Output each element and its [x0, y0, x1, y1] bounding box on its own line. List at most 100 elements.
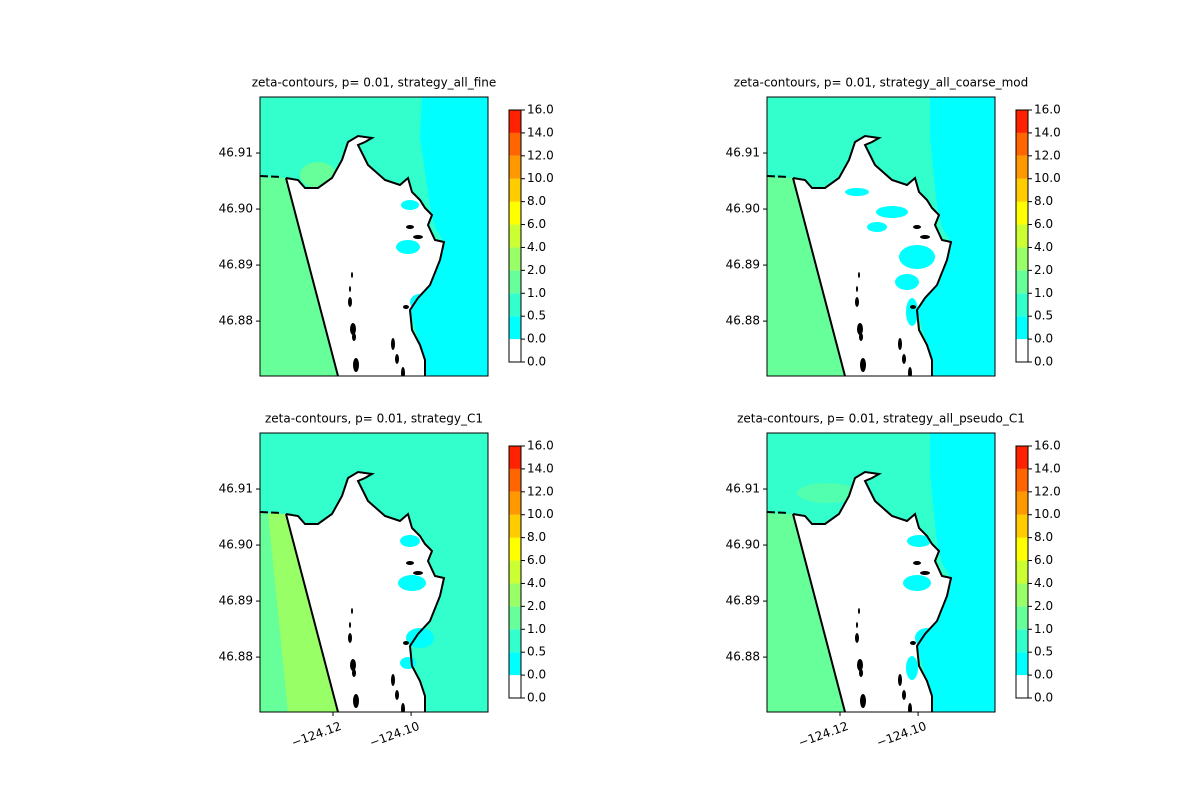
- colorbar-band: [509, 293, 521, 317]
- colorbar-band: [509, 446, 521, 469]
- island: [859, 669, 863, 677]
- colorbar-band: [1016, 339, 1028, 362]
- island: [403, 641, 409, 645]
- water-patch: [903, 575, 931, 591]
- colorbar-band: [509, 491, 521, 515]
- water-patch: [906, 656, 918, 680]
- island: [406, 561, 414, 565]
- colorbar-tick-label: 8.0: [527, 530, 546, 544]
- colorbar-tick-label: 6.0: [527, 217, 546, 231]
- subplot-title: zeta-contours, p= 0.01, strategy_all_coa…: [734, 76, 1029, 90]
- colorbar-tick-label: 0.0: [1034, 668, 1053, 682]
- island: [348, 633, 352, 643]
- colorbar-tick-label: 8.0: [1034, 194, 1053, 208]
- island: [395, 690, 399, 700]
- subplot-title: zeta-contours, p= 0.01, strategy_all_fin…: [252, 76, 497, 90]
- island: [855, 633, 859, 643]
- colorbar-tick-label: 6.0: [1034, 217, 1053, 231]
- land: [793, 472, 951, 712]
- island: [902, 354, 906, 364]
- y-tick-label: 46.91: [219, 146, 253, 160]
- colorbar-band: [509, 560, 521, 584]
- colorbar-tick-label: 1.0: [527, 622, 546, 636]
- water-left: [767, 177, 845, 376]
- colorbar-band: [1016, 652, 1028, 676]
- colorbar-frame: [508, 109, 522, 363]
- y-tick-label: 46.91: [726, 482, 760, 496]
- island: [860, 358, 866, 372]
- island: [910, 641, 916, 645]
- island: [349, 622, 351, 628]
- island: [391, 674, 395, 686]
- island: [908, 703, 912, 712]
- colorbar-band: [509, 583, 521, 607]
- water-far-left: [260, 513, 288, 712]
- colorbar-tick-label: 0.0: [1034, 332, 1053, 346]
- colorbar-band: [1016, 270, 1028, 294]
- colorbar-tick-label: 16.0: [1034, 439, 1061, 453]
- colorbar-tick-label: 16.0: [527, 103, 554, 117]
- island: [406, 225, 414, 229]
- colorbar-tick-label: 4.0: [1034, 240, 1053, 254]
- colorbar-band: [1016, 583, 1028, 607]
- island: [348, 297, 352, 307]
- colorbar-frame: [508, 445, 522, 699]
- y-tick-label: 46.91: [219, 482, 253, 496]
- colorbar-tick-label: 10.0: [1034, 171, 1061, 185]
- island: [913, 561, 921, 565]
- coastline: [792, 470, 953, 712]
- water-patch: [907, 535, 931, 547]
- water-patch: [867, 222, 887, 232]
- island: [352, 669, 356, 677]
- colorbar-tick-label: 1.0: [1034, 286, 1053, 300]
- colorbar-tick-label: 1.0: [1034, 622, 1053, 636]
- colorbar-band: [509, 606, 521, 630]
- colorbar-frame: [1015, 109, 1029, 363]
- map: [260, 97, 488, 376]
- colorbar-band: [509, 675, 521, 698]
- coastline: [792, 513, 846, 712]
- colorbar-band: [1016, 247, 1028, 271]
- colorbar-band: [1016, 560, 1028, 584]
- colorbar-band: [509, 537, 521, 561]
- colorbar-tick-label: 0.5: [527, 309, 546, 323]
- colorbar-tick-label: 0.5: [527, 645, 546, 659]
- colorbar-band: [1016, 468, 1028, 492]
- axes-frame: [259, 96, 489, 377]
- colorbar-tick-label: 16.0: [527, 439, 554, 453]
- colorbar-tick-label: 1.0: [527, 286, 546, 300]
- colorbar-band: [509, 178, 521, 202]
- island: [856, 286, 858, 292]
- colorbar-tick-label: 4.0: [527, 576, 546, 590]
- coastline-dash: [260, 511, 283, 514]
- colorbar-band: [1016, 155, 1028, 179]
- island: [350, 323, 356, 335]
- colorbar-band: [509, 339, 521, 362]
- axes-frame: [259, 432, 489, 713]
- y-tick-label: 46.90: [726, 202, 760, 216]
- island: [401, 367, 405, 376]
- y-tick-label: 46.88: [219, 314, 253, 328]
- colorbar-frame: [1015, 445, 1029, 699]
- colorbar-band: [1016, 293, 1028, 317]
- colorbar-band: [509, 316, 521, 340]
- colorbar-tick-label: 0.0: [527, 691, 546, 705]
- colorbar-tick-label: 8.0: [1034, 530, 1053, 544]
- colorbar-tick-label: 12.0: [527, 148, 554, 162]
- island: [858, 272, 860, 278]
- island: [353, 358, 359, 372]
- colorbar-tick-label: 14.0: [527, 125, 554, 139]
- colorbar-band: [1016, 446, 1028, 469]
- axes-frame: [766, 432, 996, 713]
- colorbar-band: [509, 132, 521, 156]
- subplot-title: zeta-contours, p= 0.01, strategy_C1: [265, 412, 483, 426]
- water-left: [767, 513, 845, 712]
- island: [401, 703, 405, 712]
- island: [351, 272, 353, 278]
- coastline-dash: [767, 175, 790, 178]
- colorbar-band: [509, 652, 521, 676]
- island: [413, 571, 423, 575]
- island: [395, 354, 399, 364]
- coastline-dash: [260, 175, 283, 178]
